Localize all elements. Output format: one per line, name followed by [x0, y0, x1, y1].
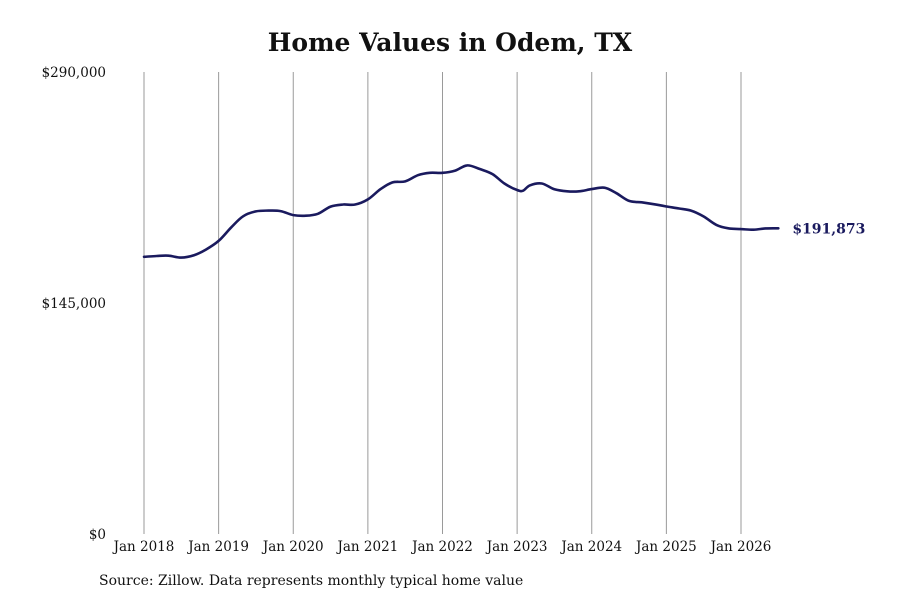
- x-axis-ticks: Jan 2018 Jan 2019 Jan 2020 Jan 2021 Jan 2022…: [112, 539, 772, 555]
- y-tick-label: $290,000: [42, 65, 106, 81]
- x-tick-label: Jan 2025: [634, 539, 697, 555]
- x-tick-label: Jan 2018: [112, 539, 175, 555]
- y-tick-label: $145,000: [42, 296, 106, 312]
- x-tick-label: Jan 2021: [335, 539, 398, 555]
- x-tick-label: Jan 2022: [410, 539, 473, 555]
- source-note: Source: Zillow. Data represents monthly …: [99, 573, 524, 589]
- y-tick-label: $0: [89, 527, 106, 543]
- x-tick-label: Jan 2023: [485, 539, 548, 555]
- series-line: [142, 164, 780, 259]
- end-value-label: $191,873: [792, 221, 865, 237]
- x-tick-label: Jan 2026: [709, 539, 772, 555]
- gridlines: [143, 72, 742, 534]
- x-tick-label: Jan 2019: [186, 539, 249, 555]
- y-axis-ticks: $290,000 $145,000 $0: [42, 65, 106, 543]
- x-tick-label: Jan 2024: [559, 539, 622, 555]
- x-tick-label: Jan 2020: [261, 539, 324, 555]
- chart-title: Home Values in Odem, TX: [267, 28, 633, 57]
